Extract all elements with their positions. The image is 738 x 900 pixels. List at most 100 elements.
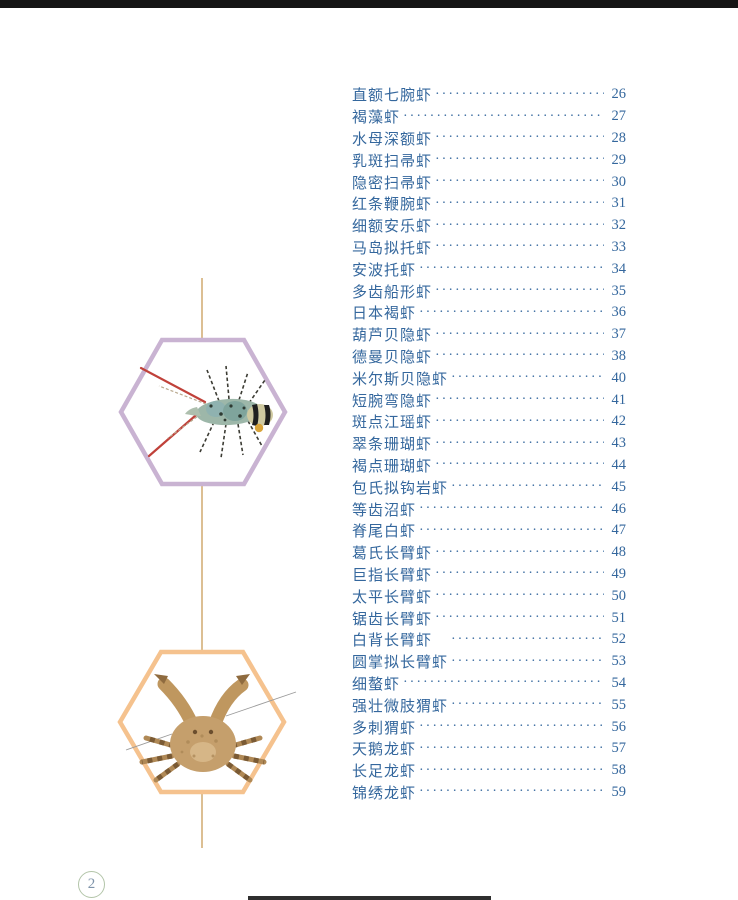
toc-entry-page-number: 29 <box>611 151 627 168</box>
toc-entry-title: 多齿船形虾 <box>352 284 433 301</box>
toc-entry-title: 巨指长臂虾 <box>352 567 433 584</box>
toc-entry-page-number: 30 <box>611 173 627 190</box>
toc-entry-page-number: 38 <box>611 347 627 364</box>
toc-entry-page-number: 36 <box>611 304 627 321</box>
toc-entry: 巨指长臂虾 ··································… <box>352 564 626 586</box>
toc-entry: 葫芦贝隐虾 ··································… <box>352 324 626 346</box>
toc-entry-title: 圆掌拟长臂虾 <box>352 655 449 672</box>
toc-entry-title: 水母深额虾 <box>352 131 433 148</box>
toc-entry-title: 天鹅龙虾 <box>352 742 417 759</box>
toc-entry: 圆掌拟长臂虾 ·································… <box>352 651 626 673</box>
top-edge-bar <box>0 0 738 8</box>
toc-entry-page-number: 46 <box>611 500 627 517</box>
toc-entry-title: 翠条珊瑚虾 <box>352 437 433 454</box>
toc-entry-page-number: 42 <box>611 413 627 430</box>
toc-leader-dots: ········································… <box>419 501 604 517</box>
toc-entry-title: 太平长臂虾 <box>352 589 433 606</box>
toc-entry: 褐点珊瑚虾 ··································… <box>352 455 626 477</box>
toc-entry-title: 日本褐虾 <box>352 306 417 323</box>
toc-entry-page-number: 26 <box>611 86 627 103</box>
hexagon-frame-shrimp <box>118 337 288 487</box>
toc-entry-title: 白背长臂虾 <box>352 633 449 650</box>
toc-entry-title: 褐藻虾 <box>352 110 401 127</box>
toc-leader-dots: ········································… <box>435 152 604 168</box>
toc-leader-dots: ········································… <box>435 588 604 604</box>
toc-entry-page-number: 58 <box>611 762 627 779</box>
toc-leader-dots: ········································… <box>451 653 604 669</box>
toc-entry-title: 德曼贝隐虾 <box>352 349 433 366</box>
toc-entry: 多刺猬虾 ···································… <box>352 716 626 738</box>
toc-entry: 米尔斯贝隐虾 ·································… <box>352 367 626 389</box>
toc-entry-page-number: 50 <box>611 587 627 604</box>
toc-entry-title: 多刺猬虾 <box>352 720 417 737</box>
toc-entry-title: 红条鞭腕虾 <box>352 197 433 214</box>
toc-entry-page-number: 49 <box>611 565 627 582</box>
toc-entry-title: 细螯虾 <box>352 676 401 693</box>
toc-leader-dots: ········································… <box>435 239 604 255</box>
toc-entry-title: 细额安乐虾 <box>352 219 433 236</box>
toc-entry-title: 褐点珊瑚虾 <box>352 458 433 475</box>
toc-leader-dots: ········································… <box>435 457 604 473</box>
toc-entry: 白背长臂虾 ··································… <box>352 629 626 651</box>
toc-entry-page-number: 55 <box>611 696 627 713</box>
toc-leader-dots: ········································… <box>419 304 604 320</box>
toc-entry: 红条鞭腕虾 ··································… <box>352 193 626 215</box>
toc-entry: 脊尾白虾 ···································… <box>352 520 626 542</box>
toc-entry-title: 包氏拟钩岩虾 <box>352 480 449 497</box>
toc-entry: 包氏拟钩岩虾 ·································… <box>352 476 626 498</box>
toc-entry: 翠条珊瑚虾 ··································… <box>352 433 626 455</box>
toc-entry-title: 长足龙虾 <box>352 764 417 781</box>
toc-entry-page-number: 54 <box>611 674 627 691</box>
toc-leader-dots: ········································… <box>403 108 604 124</box>
toc-entry: 天鹅龙虾 ···································… <box>352 738 626 760</box>
toc-entry-page-number: 53 <box>611 653 627 670</box>
toc-entry-title: 脊尾白虾 <box>352 524 417 541</box>
toc-entry-page-number: 59 <box>611 783 627 800</box>
toc-entry-title: 米尔斯贝隐虾 <box>352 371 449 388</box>
toc-entry: 日本褐虾 ···································… <box>352 302 626 324</box>
toc-leader-dots: ········································… <box>451 697 604 713</box>
toc-entry: 斑点江瑶虾 ··································… <box>352 411 626 433</box>
toc-entry-title: 斑点江瑶虾 <box>352 415 433 432</box>
toc-entry-page-number: 34 <box>611 260 627 277</box>
toc-leader-dots: ········································… <box>419 261 604 277</box>
toc-leader-dots: ········································… <box>419 740 604 756</box>
toc-entry-page-number: 57 <box>611 740 627 757</box>
toc-entry: 隐密扫帚虾 ··································… <box>352 171 626 193</box>
toc-entry-title: 马岛拟托虾 <box>352 240 433 257</box>
toc-entry: 锦绣龙虾 ···································… <box>352 782 626 804</box>
toc-entry-page-number: 41 <box>611 391 627 408</box>
toc-leader-dots: ········································… <box>435 435 604 451</box>
toc-leader-dots: ········································… <box>435 544 604 560</box>
toc-entry-title: 直额七腕虾 <box>352 88 433 105</box>
toc-leader-dots: ········································… <box>435 610 604 626</box>
toc-entry-page-number: 44 <box>611 456 627 473</box>
toc-entry: 乳斑扫帚虾 ··································… <box>352 149 626 171</box>
toc-entry-title: 锯齿长臂虾 <box>352 611 433 628</box>
toc-entry-page-number: 51 <box>611 609 627 626</box>
toc-entry-title: 葫芦贝隐虾 <box>352 328 433 345</box>
toc-leader-dots: ········································… <box>435 86 604 102</box>
toc-leader-dots: ········································… <box>419 719 604 734</box>
toc-entry-page-number: 56 <box>611 718 627 735</box>
toc-leader-dots: ········································… <box>451 479 604 495</box>
toc-entry: 锯齿长臂虾 ··································… <box>352 607 626 629</box>
toc-entry-page-number: 52 <box>611 631 627 648</box>
toc-entry-page-number: 40 <box>611 369 627 386</box>
toc-entry-page-number: 32 <box>611 217 627 234</box>
toc-entry-page-number: 48 <box>611 544 627 561</box>
toc-leader-dots: ········································… <box>403 675 604 691</box>
toc-entry: 德曼贝隐虾 ··································… <box>352 346 626 368</box>
toc-leader-dots: ········································… <box>435 130 604 146</box>
toc-entry-title: 安波托虾 <box>352 262 417 279</box>
toc-entry: 等齿沼虾 ···································… <box>352 498 626 520</box>
toc-leader-dots: ········································… <box>435 217 604 233</box>
decorative-vertical-line <box>201 278 203 848</box>
crab-photo <box>125 674 297 783</box>
toc-entry: 多齿船形虾 ··································… <box>352 280 626 302</box>
hexagon-frame-crab <box>117 649 297 795</box>
toc-entry: 短腕弯隐虾 ··································… <box>352 389 626 411</box>
toc-entry-page-number: 27 <box>611 108 627 125</box>
toc-leader-dots: ········································… <box>435 348 604 364</box>
